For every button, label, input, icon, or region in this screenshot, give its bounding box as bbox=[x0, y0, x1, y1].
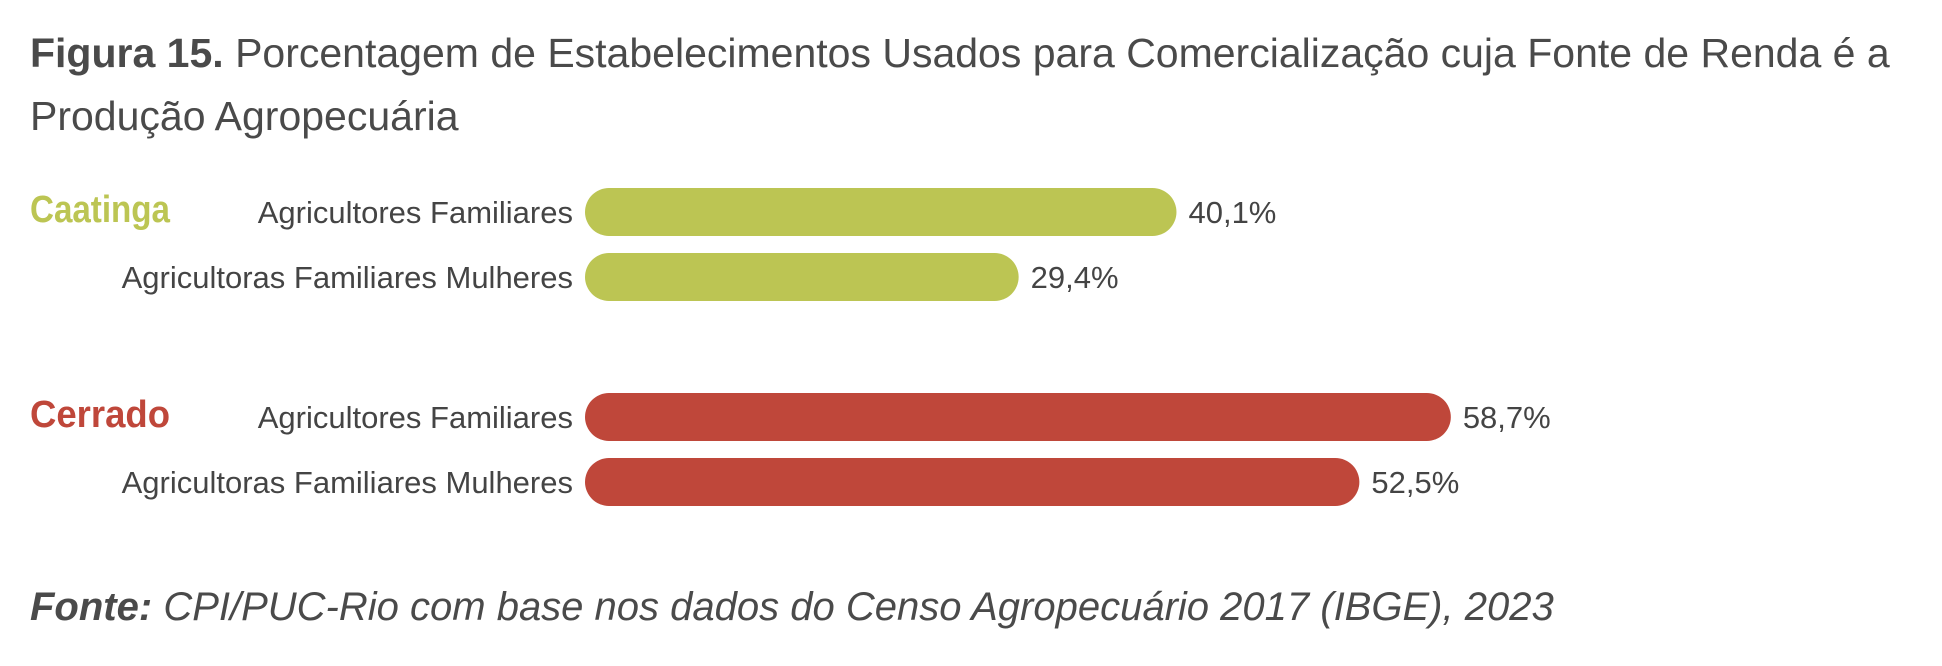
figure-title: Figura 15. Porcentagem de Estabeleciment… bbox=[30, 22, 1930, 148]
source-note: Fonte: CPI/PUC-Rio com base nos dados do… bbox=[30, 585, 1554, 630]
value-label: 29,4% bbox=[1031, 260, 1119, 295]
figure-number: Figura 15. bbox=[30, 30, 224, 76]
category-label: Agricultores Familiares bbox=[258, 400, 573, 435]
figure-title-text: Porcentagem de Estabelecimentos Usados p… bbox=[30, 30, 1890, 139]
category-label: Agricultores Familiares bbox=[258, 195, 573, 230]
value-label: 52,5% bbox=[1371, 465, 1459, 500]
group-label-caatinga: Caatinga bbox=[30, 189, 171, 231]
value-label: 58,7% bbox=[1463, 400, 1551, 435]
category-label: Agricultoras Familiares Mulheres bbox=[122, 260, 573, 295]
bar-caatinga-2 bbox=[585, 253, 1019, 301]
value-label: 40,1% bbox=[1188, 195, 1276, 230]
bar-cerrado-2 bbox=[585, 458, 1360, 506]
source-label: Fonte: bbox=[30, 585, 153, 629]
source-text: CPI/PUC-Rio com base nos dados do Censo … bbox=[163, 585, 1554, 629]
bar-caatinga-1 bbox=[585, 188, 1177, 236]
group-label-cerrado: Cerrado bbox=[30, 394, 170, 436]
bar-cerrado-1 bbox=[585, 393, 1451, 441]
category-label: Agricultoras Familiares Mulheres bbox=[122, 465, 573, 500]
